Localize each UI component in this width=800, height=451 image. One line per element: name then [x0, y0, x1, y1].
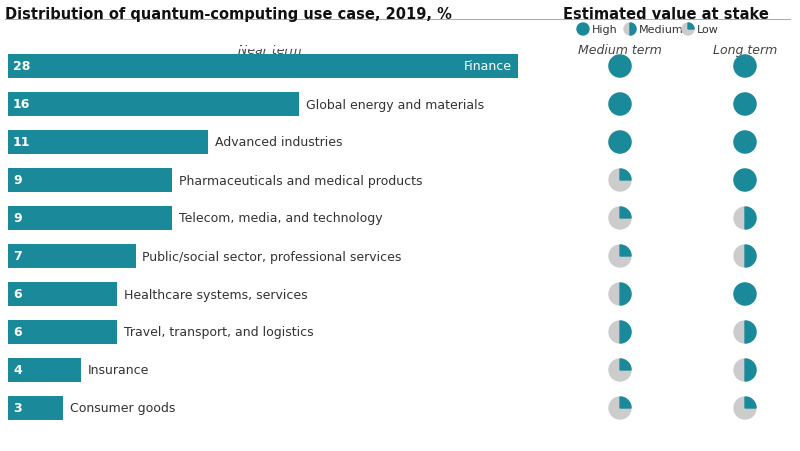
Text: Telecom, media, and technology: Telecom, media, and technology — [179, 212, 382, 225]
Bar — [8, 244, 135, 268]
Polygon shape — [688, 24, 694, 30]
Polygon shape — [630, 24, 636, 36]
Bar — [8, 396, 62, 420]
Polygon shape — [620, 359, 631, 370]
Text: High: High — [592, 25, 618, 35]
Circle shape — [734, 283, 756, 305]
Polygon shape — [620, 283, 631, 305]
Text: 4: 4 — [13, 364, 22, 377]
Polygon shape — [620, 170, 631, 180]
Text: Estimated value at stake: Estimated value at stake — [563, 7, 769, 22]
Bar — [8, 131, 208, 155]
Bar — [8, 169, 172, 193]
Circle shape — [609, 132, 631, 154]
Bar — [8, 320, 118, 344]
Circle shape — [609, 397, 631, 419]
Circle shape — [609, 359, 631, 381]
Circle shape — [609, 321, 631, 343]
Text: 6: 6 — [13, 288, 22, 301]
Circle shape — [624, 24, 636, 36]
Bar — [8, 93, 299, 117]
Text: Finance: Finance — [464, 60, 512, 74]
Text: Travel, transport, and logistics: Travel, transport, and logistics — [124, 326, 314, 339]
Circle shape — [609, 245, 631, 267]
Circle shape — [609, 207, 631, 230]
Bar — [8, 358, 81, 382]
Circle shape — [609, 283, 631, 305]
Text: 16: 16 — [13, 98, 30, 111]
Circle shape — [734, 397, 756, 419]
Bar — [8, 282, 118, 306]
Text: 3: 3 — [13, 401, 22, 414]
Text: 9: 9 — [13, 212, 22, 225]
Text: 6: 6 — [13, 326, 22, 339]
Text: Advanced industries: Advanced industries — [215, 136, 343, 149]
Circle shape — [609, 56, 631, 78]
Text: Low: Low — [697, 25, 719, 35]
Text: 11: 11 — [13, 136, 30, 149]
Polygon shape — [745, 359, 756, 381]
Circle shape — [734, 321, 756, 343]
Circle shape — [734, 94, 756, 116]
Text: Distribution of quantum-computing use case, 2019, %: Distribution of quantum-computing use ca… — [5, 7, 452, 22]
Circle shape — [734, 56, 756, 78]
Text: 9: 9 — [13, 174, 22, 187]
Polygon shape — [620, 397, 631, 408]
Text: Medium: Medium — [639, 25, 684, 35]
Polygon shape — [745, 207, 756, 230]
Circle shape — [734, 207, 756, 230]
Text: Public/social sector, professional services: Public/social sector, professional servi… — [142, 250, 402, 263]
Circle shape — [734, 170, 756, 192]
Text: Medium term: Medium term — [578, 44, 662, 57]
Polygon shape — [620, 245, 631, 257]
Text: 28: 28 — [13, 60, 30, 74]
Polygon shape — [745, 397, 756, 408]
Circle shape — [734, 283, 756, 305]
Circle shape — [609, 94, 631, 116]
Circle shape — [734, 56, 756, 78]
Text: Long term: Long term — [713, 44, 777, 57]
Text: Global energy and materials: Global energy and materials — [306, 98, 485, 111]
Circle shape — [734, 245, 756, 267]
Bar — [8, 55, 518, 79]
Polygon shape — [745, 245, 756, 267]
Polygon shape — [745, 321, 756, 343]
Text: Consumer goods: Consumer goods — [70, 401, 175, 414]
Text: Pharmaceuticals and medical products: Pharmaceuticals and medical products — [179, 174, 422, 187]
Text: 7: 7 — [13, 250, 22, 263]
Circle shape — [609, 132, 631, 154]
Circle shape — [734, 132, 756, 154]
Text: Insurance: Insurance — [88, 364, 150, 377]
Circle shape — [609, 56, 631, 78]
Circle shape — [734, 359, 756, 381]
Polygon shape — [620, 321, 631, 343]
Circle shape — [682, 24, 694, 36]
Circle shape — [734, 170, 756, 192]
Circle shape — [734, 132, 756, 154]
Text: Healthcare systems, services: Healthcare systems, services — [124, 288, 308, 301]
Bar — [8, 207, 172, 230]
Polygon shape — [620, 207, 631, 219]
Circle shape — [609, 170, 631, 192]
Circle shape — [609, 94, 631, 116]
Circle shape — [734, 94, 756, 116]
Circle shape — [577, 24, 589, 36]
Text: Near term: Near term — [238, 44, 302, 57]
